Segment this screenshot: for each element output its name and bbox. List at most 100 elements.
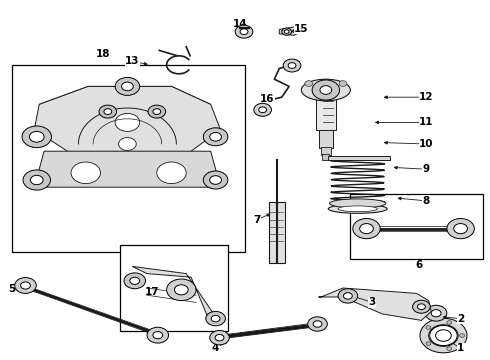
Circle shape [420, 318, 467, 353]
Text: 11: 11 [419, 117, 434, 127]
Text: 9: 9 [423, 164, 430, 174]
Text: 14: 14 [233, 19, 247, 30]
Circle shape [283, 59, 301, 72]
Circle shape [124, 273, 146, 289]
Text: 6: 6 [416, 260, 422, 270]
Polygon shape [132, 266, 216, 324]
Circle shape [447, 347, 452, 350]
Circle shape [235, 25, 253, 38]
Circle shape [338, 289, 358, 303]
Circle shape [413, 300, 430, 313]
Circle shape [339, 81, 347, 86]
Circle shape [148, 105, 166, 118]
Circle shape [430, 325, 457, 346]
Circle shape [436, 330, 451, 341]
Ellipse shape [301, 79, 350, 101]
Circle shape [353, 219, 380, 239]
Circle shape [312, 80, 340, 100]
Circle shape [447, 321, 452, 324]
Text: 17: 17 [145, 287, 159, 297]
Circle shape [454, 224, 467, 234]
Circle shape [308, 317, 327, 331]
Text: 16: 16 [260, 94, 274, 104]
Circle shape [23, 170, 50, 190]
Bar [322, 154, 329, 160]
Polygon shape [34, 151, 220, 187]
Circle shape [153, 332, 163, 339]
Circle shape [167, 279, 196, 301]
Bar [321, 147, 331, 155]
Circle shape [122, 82, 133, 91]
Ellipse shape [328, 204, 387, 213]
Circle shape [119, 138, 136, 150]
Circle shape [211, 315, 220, 322]
Bar [328, 156, 390, 160]
Circle shape [115, 77, 140, 95]
Circle shape [147, 327, 169, 343]
Bar [350, 194, 483, 259]
Text: 13: 13 [125, 56, 140, 66]
Circle shape [320, 86, 332, 94]
Circle shape [203, 128, 228, 146]
Text: 3: 3 [369, 297, 376, 307]
Bar [316, 92, 336, 130]
Circle shape [360, 224, 373, 234]
Circle shape [259, 107, 267, 113]
Circle shape [157, 162, 186, 184]
Circle shape [426, 326, 431, 329]
Text: 18: 18 [96, 49, 110, 59]
Polygon shape [318, 288, 431, 320]
Ellipse shape [338, 206, 377, 212]
Circle shape [104, 109, 112, 114]
Text: 15: 15 [294, 24, 309, 34]
Circle shape [174, 285, 188, 295]
Ellipse shape [329, 199, 386, 208]
Circle shape [282, 28, 292, 35]
Circle shape [305, 81, 313, 86]
Circle shape [153, 109, 161, 114]
Circle shape [99, 105, 117, 118]
Circle shape [313, 321, 322, 327]
Circle shape [429, 325, 458, 346]
Text: 5: 5 [9, 284, 16, 294]
Circle shape [203, 171, 228, 189]
Circle shape [254, 103, 271, 116]
Circle shape [130, 277, 140, 284]
Circle shape [15, 278, 36, 293]
Text: 2: 2 [457, 314, 464, 324]
Circle shape [284, 30, 289, 33]
Text: 1: 1 [457, 343, 464, 354]
Text: 12: 12 [419, 92, 434, 102]
Circle shape [210, 330, 229, 345]
Circle shape [30, 175, 43, 185]
Circle shape [425, 305, 447, 321]
Circle shape [343, 293, 352, 299]
Bar [269, 202, 285, 263]
Text: 7: 7 [253, 215, 261, 225]
Text: 8: 8 [423, 196, 430, 206]
Circle shape [210, 132, 221, 141]
Circle shape [431, 310, 441, 317]
Circle shape [22, 126, 51, 148]
Bar [120, 245, 228, 331]
Text: 4: 4 [212, 343, 220, 354]
Circle shape [29, 131, 44, 142]
Circle shape [288, 63, 296, 68]
Circle shape [460, 334, 465, 337]
Text: 10: 10 [419, 139, 434, 149]
Circle shape [115, 113, 140, 131]
Circle shape [447, 219, 474, 239]
Circle shape [206, 311, 225, 326]
Circle shape [71, 162, 100, 184]
Polygon shape [34, 86, 220, 158]
Bar [318, 130, 333, 148]
Circle shape [215, 334, 224, 341]
Polygon shape [279, 27, 304, 35]
Polygon shape [39, 86, 211, 104]
Circle shape [240, 29, 248, 35]
Circle shape [21, 282, 30, 289]
Circle shape [210, 176, 221, 184]
Circle shape [426, 342, 431, 345]
Bar [12, 65, 245, 252]
Circle shape [417, 304, 425, 310]
